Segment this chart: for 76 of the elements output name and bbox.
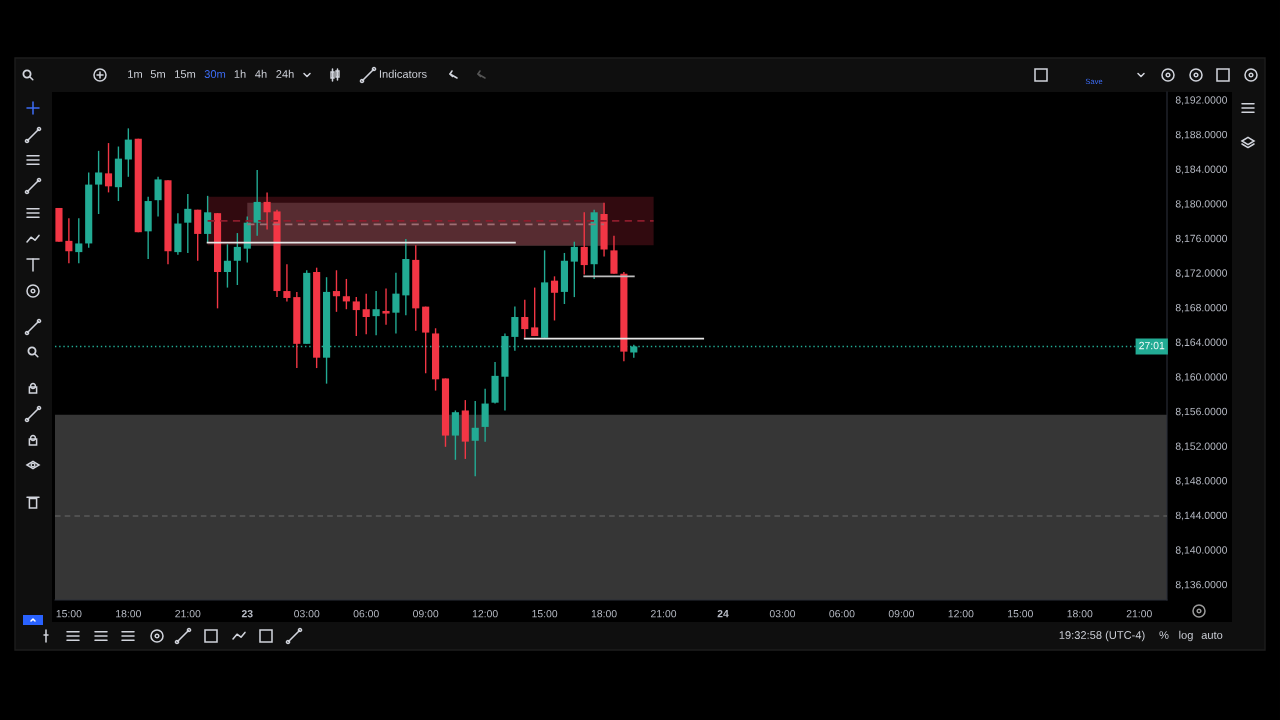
candlestick bbox=[550, 275, 559, 322]
candlestick bbox=[362, 292, 370, 336]
candlestick bbox=[75, 217, 83, 265]
y-tick-label: 8,144.0000 bbox=[1175, 511, 1228, 521]
x-tick-label: 03:00 bbox=[294, 610, 320, 618]
y-tick-label: 8,136.0000 bbox=[1175, 580, 1228, 590]
y-tick-label: 8,148.0000 bbox=[1175, 477, 1228, 486]
x-tick-label: 21:00 bbox=[175, 610, 201, 618]
y-tick-label: 8,176.0000 bbox=[1175, 234, 1228, 244]
candlestick bbox=[65, 217, 73, 265]
text: 1h bbox=[234, 69, 246, 78]
x-tick-label: 18:00 bbox=[591, 610, 617, 618]
text: 1m bbox=[128, 70, 142, 78]
y-tick-label: 8,164.0000 bbox=[1175, 338, 1228, 348]
x-tick-label: 06:00 bbox=[353, 610, 379, 618]
x-tick-label: 24 bbox=[717, 610, 729, 618]
y-tick-label: 8,184.0000 bbox=[1175, 165, 1228, 175]
x-tick-label: 18:00 bbox=[116, 610, 141, 618]
candlestick bbox=[342, 278, 350, 310]
candlestick bbox=[471, 400, 479, 477]
candlestick bbox=[372, 290, 380, 336]
candlestick bbox=[332, 269, 341, 313]
candlestick bbox=[531, 286, 539, 337]
y-tick-label: 8,172.0000 bbox=[1175, 269, 1228, 278]
candlestick bbox=[154, 176, 162, 218]
y-tick-label: 8,156.0000 bbox=[1175, 407, 1228, 417]
text: Indicators bbox=[379, 69, 427, 78]
x-tick-label: 15:00 bbox=[1008, 610, 1033, 618]
y-tick-label: 8,188.0000 bbox=[1175, 130, 1228, 140]
candlestick bbox=[580, 211, 588, 276]
text: 4h bbox=[255, 69, 267, 78]
text: auto bbox=[1201, 631, 1223, 639]
candlestick bbox=[521, 299, 529, 339]
y-tick-label: 8,160.0000 bbox=[1175, 373, 1228, 382]
text: 30m bbox=[204, 70, 226, 78]
text: log bbox=[1179, 630, 1193, 642]
candlestick bbox=[184, 193, 192, 254]
x-tick-label: 21:00 bbox=[1126, 610, 1152, 618]
y-tick-label: 8,180.0000 bbox=[1175, 200, 1228, 209]
candlestick bbox=[204, 195, 212, 244]
x-tick-label: 15:00 bbox=[56, 610, 82, 618]
x-tick-label: 21:00 bbox=[651, 610, 677, 618]
x-tick-label: 09:00 bbox=[413, 610, 439, 618]
x-tick-label: 18:00 bbox=[1067, 610, 1093, 618]
candlestick bbox=[124, 127, 132, 178]
candlestick bbox=[233, 232, 241, 286]
text: 15m bbox=[175, 70, 196, 78]
candlestick bbox=[451, 409, 459, 461]
y-tick-label: 8,192.0000 bbox=[1175, 96, 1228, 105]
y-tick-label: 8,140.0000 bbox=[1175, 546, 1228, 555]
x-tick-label: 15:00 bbox=[532, 610, 558, 618]
candlestick bbox=[570, 241, 578, 298]
text: 5m bbox=[150, 70, 165, 78]
x-tick-label: 09:00 bbox=[888, 610, 915, 618]
candlestick bbox=[95, 150, 103, 215]
text: % bbox=[1159, 631, 1169, 639]
text: 24h bbox=[276, 69, 294, 78]
x-tick-label: 12:00 bbox=[948, 610, 974, 618]
x-tick-label: 06:00 bbox=[829, 610, 855, 618]
candlestick bbox=[104, 142, 113, 194]
candlestick bbox=[392, 272, 400, 335]
candlestick bbox=[283, 263, 291, 303]
y-tick-label: 8,168.0000 bbox=[1175, 303, 1228, 313]
y-tick-label: 8,152.0000 bbox=[1175, 442, 1228, 452]
candlestick bbox=[352, 296, 360, 337]
candlestick bbox=[481, 388, 489, 443]
candlestick bbox=[610, 234, 618, 275]
candlestick bbox=[263, 191, 271, 231]
text: 19:32:58 (UTC-4) bbox=[1059, 630, 1145, 642]
candlestick bbox=[382, 287, 390, 326]
x-tick-label: 03:00 bbox=[769, 610, 796, 618]
x-tick-label: 23 bbox=[241, 610, 253, 618]
candlestick bbox=[223, 243, 232, 289]
x-tick-label: 12:00 bbox=[472, 610, 498, 618]
annotation: 27:01 bbox=[1139, 341, 1165, 350]
candlestick bbox=[253, 169, 261, 237]
